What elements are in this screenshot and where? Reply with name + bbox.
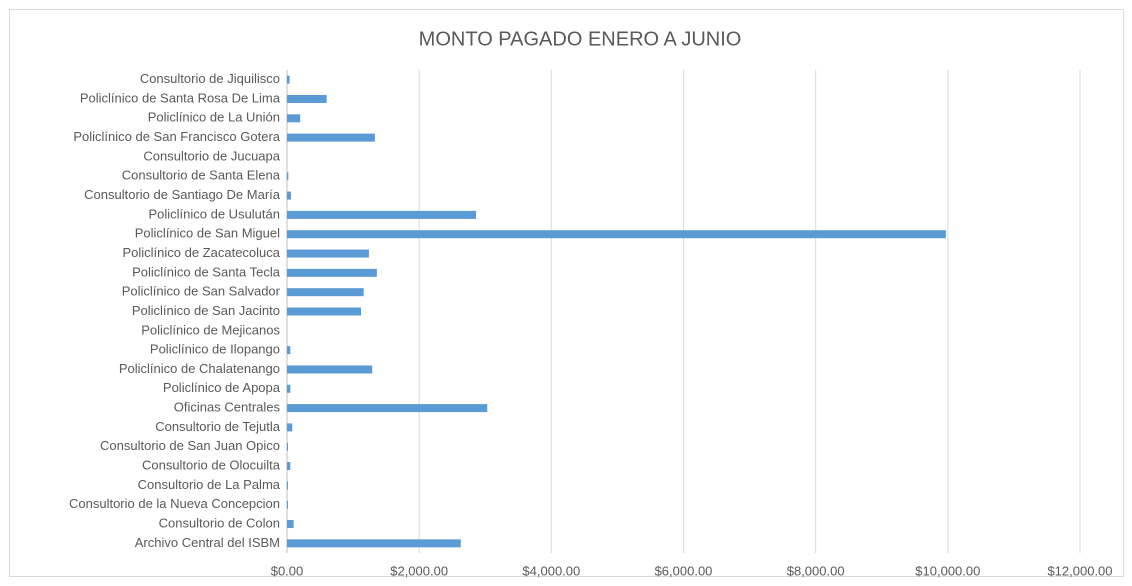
y-tick-label: Policlínico de San Jacinto (132, 303, 280, 318)
y-tick-label: Policlínico de Ilopango (150, 342, 280, 357)
y-tick-label: Consultorio de Santiago De María (84, 187, 281, 202)
y-tick-label: Consultorio de Olocuilta (142, 457, 281, 472)
y-tick-label: Policlínico de Usulután (148, 206, 280, 221)
bar (287, 384, 291, 393)
bar (287, 423, 293, 432)
y-tick-label: Policlínico de San Francisco Gotera (73, 129, 280, 144)
x-tick-label: $8,000.00 (787, 563, 845, 578)
bar (287, 539, 461, 548)
y-tick-label: Oficinas Centrales (174, 400, 281, 415)
x-tick-label: $10,000.00 (915, 563, 980, 578)
x-tick-label: $0.00 (271, 563, 304, 578)
bar (287, 172, 289, 181)
bar (287, 75, 290, 84)
bar (287, 462, 291, 471)
y-tick-label: Consultorio de la Nueva Concepcion (69, 496, 280, 511)
y-tick-label: Consultorio de Jucuapa (143, 148, 280, 163)
y-tick-label: Policlínico de Santa Rosa De Lima (80, 90, 281, 105)
y-tick-label: Consultorio de Tejutla (155, 419, 281, 434)
x-tick-label: $12,000.00 (1047, 563, 1112, 578)
x-tick-label: $2,000.00 (390, 563, 448, 578)
bar (287, 249, 369, 258)
bar (287, 94, 327, 103)
y-tick-label: Consultorio de Jiquilisco (140, 71, 280, 86)
bar (287, 191, 291, 200)
chart-title: MONTO PAGADO ENERO A JUNIO (419, 28, 742, 50)
bar (287, 500, 288, 509)
bar (287, 114, 301, 123)
y-tick-label: Policlínico de San Salvador (122, 284, 281, 299)
y-tick-label: Policlínico de Apopa (163, 380, 281, 395)
x-tick-label: $4,000.00 (522, 563, 580, 578)
y-tick-label: Consultorio de San Juan Opico (100, 438, 280, 453)
bar (287, 404, 488, 413)
y-tick-label: Consultorio de La Palma (138, 477, 281, 492)
bar (287, 268, 377, 277)
bar (287, 365, 373, 374)
y-tick-label: Policlínico de Santa Tecla (132, 264, 281, 279)
y-tick-label: Archivo Central del ISBM (135, 535, 280, 550)
y-tick-label: Policlínico de Chalatenango (119, 361, 280, 376)
bar (287, 307, 362, 316)
y-tick-label: Consultorio de Santa Elena (122, 168, 281, 183)
y-tick-label: Policlínico de Mejicanos (141, 322, 280, 337)
x-tick-label: $6,000.00 (655, 563, 713, 578)
bar (287, 210, 476, 219)
y-tick-label: Policlínico de San Miguel (135, 226, 280, 241)
bar (287, 230, 946, 239)
bar (287, 442, 288, 451)
bar (287, 520, 294, 529)
chart-border (9, 9, 1124, 577)
bar (287, 481, 288, 490)
y-tick-label: Policlínico de La Unión (148, 110, 280, 125)
bar (287, 133, 375, 142)
bar (287, 288, 364, 297)
bar (287, 346, 291, 355)
y-tick-label: Consultorio de Colon (159, 515, 280, 530)
y-tick-label: Policlínico de Zacatecoluca (122, 245, 280, 260)
